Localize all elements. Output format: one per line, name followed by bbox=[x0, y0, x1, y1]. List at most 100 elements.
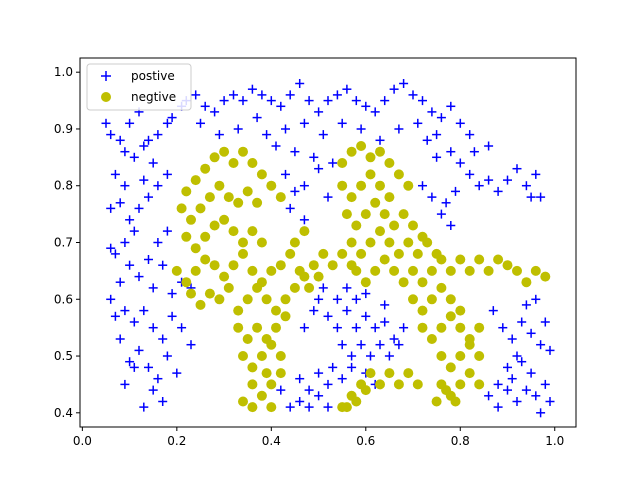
positive-point bbox=[469, 147, 479, 157]
negative-point bbox=[474, 351, 485, 361]
negative-point bbox=[304, 282, 315, 293]
negative-point bbox=[261, 294, 272, 305]
negative-point bbox=[426, 334, 437, 344]
negative-point bbox=[408, 220, 418, 231]
positive-point bbox=[295, 79, 305, 88]
positive-point bbox=[380, 317, 390, 327]
negative-point bbox=[223, 282, 234, 293]
positive-point bbox=[337, 374, 347, 384]
negative-point bbox=[493, 254, 504, 265]
negative-point bbox=[474, 322, 485, 333]
negative-point bbox=[252, 282, 263, 293]
negative-point bbox=[247, 379, 258, 390]
positive-point bbox=[545, 345, 555, 355]
negative-point bbox=[441, 385, 452, 396]
y-tick-label: 0.7 bbox=[54, 236, 73, 250]
positive-point bbox=[512, 351, 522, 361]
negative-point bbox=[294, 265, 305, 276]
negative-point bbox=[389, 220, 400, 231]
negative-point bbox=[379, 209, 390, 220]
positive-point bbox=[162, 351, 172, 361]
negative-point bbox=[181, 277, 192, 288]
positive-point bbox=[436, 113, 446, 123]
negative-point bbox=[275, 192, 286, 203]
positive-point bbox=[503, 385, 512, 395]
positive-point bbox=[285, 203, 295, 213]
negative-point bbox=[200, 163, 211, 174]
positive-point bbox=[158, 397, 168, 406]
negative-point bbox=[228, 158, 239, 168]
negative-point bbox=[233, 305, 244, 316]
negative-point bbox=[341, 209, 352, 220]
positive-point bbox=[186, 340, 196, 350]
positive-point bbox=[545, 397, 555, 406]
positive-point bbox=[484, 175, 494, 185]
negative-point bbox=[337, 248, 348, 259]
x-tick-label: 0.2 bbox=[167, 434, 186, 448]
negative-point bbox=[412, 379, 423, 390]
positive-point bbox=[115, 198, 125, 208]
positive-point bbox=[144, 135, 153, 145]
negative-point bbox=[275, 351, 286, 361]
negative-point bbox=[403, 237, 414, 248]
positive-point bbox=[167, 289, 177, 299]
positive-point bbox=[196, 118, 205, 128]
positive-point bbox=[120, 306, 130, 316]
negative-point bbox=[431, 396, 442, 407]
negative-point bbox=[242, 294, 253, 305]
negative-point bbox=[530, 265, 541, 276]
negative-point bbox=[384, 192, 395, 203]
negative-point bbox=[223, 192, 234, 203]
positive-point bbox=[281, 169, 290, 179]
positive-point bbox=[465, 169, 475, 179]
negative-point bbox=[190, 265, 201, 276]
negative-point bbox=[464, 368, 475, 379]
positive-point bbox=[110, 311, 120, 321]
positive-point bbox=[139, 175, 149, 185]
negative-point bbox=[351, 396, 362, 407]
positive-point bbox=[191, 90, 201, 100]
negative-point bbox=[238, 248, 248, 259]
negative-point bbox=[195, 203, 206, 214]
negative-point bbox=[417, 305, 428, 316]
positive-point bbox=[455, 158, 465, 168]
negative-point bbox=[426, 265, 437, 276]
negative-point bbox=[436, 351, 447, 361]
negative-point bbox=[275, 368, 286, 379]
positive-point bbox=[177, 323, 187, 333]
positive-point bbox=[323, 311, 333, 321]
positive-point bbox=[347, 351, 357, 361]
positive-point bbox=[162, 118, 172, 128]
positive-point bbox=[158, 260, 168, 270]
x-tick-label: 0.6 bbox=[356, 434, 375, 448]
positive-point bbox=[247, 84, 257, 94]
x-tick-label: 0.0 bbox=[73, 434, 92, 448]
negative-point bbox=[389, 265, 400, 276]
positive-point bbox=[418, 181, 427, 191]
negative-point bbox=[209, 260, 220, 271]
positive-point bbox=[540, 317, 550, 327]
positive-point bbox=[120, 147, 130, 157]
legend-marker-negative bbox=[101, 92, 111, 102]
positive-point bbox=[106, 130, 116, 140]
positive-point bbox=[342, 84, 352, 94]
negative-point bbox=[308, 260, 319, 271]
x-tick-label: 0.4 bbox=[262, 434, 281, 448]
negative-point bbox=[228, 226, 239, 237]
negative-point bbox=[464, 339, 475, 350]
positive-point bbox=[418, 96, 427, 106]
positive-point bbox=[115, 135, 125, 145]
positive-point bbox=[299, 323, 309, 333]
positive-point bbox=[531, 391, 541, 401]
positive-point bbox=[106, 294, 116, 304]
positive-point bbox=[408, 90, 418, 100]
positive-point bbox=[125, 357, 135, 367]
positive-point bbox=[441, 198, 451, 208]
negative-point bbox=[289, 237, 300, 248]
negative-point bbox=[280, 294, 291, 305]
negative-point bbox=[356, 248, 367, 259]
positive-point bbox=[337, 340, 347, 350]
negative-point bbox=[365, 169, 376, 180]
positive-point bbox=[446, 101, 456, 111]
positive-point bbox=[276, 385, 286, 395]
